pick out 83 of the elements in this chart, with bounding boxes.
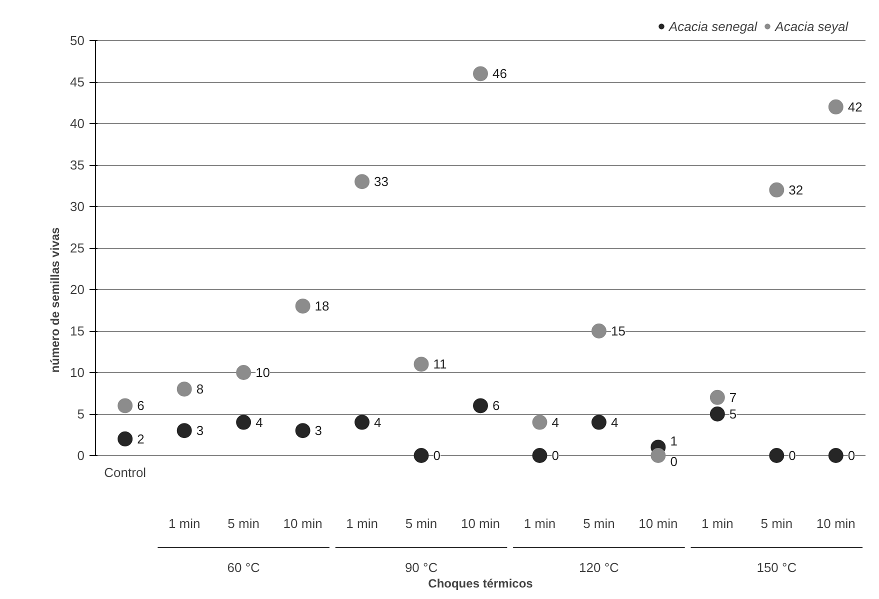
point [532, 414, 548, 430]
x-tick-label: 5 min [760, 516, 793, 531]
data-label: 1 [670, 434, 678, 449]
x-tick-label: 5 min [405, 516, 438, 531]
data-label: 4 [610, 414, 618, 430]
x-tick-label: Control [104, 465, 146, 480]
x-axis-title: Choques térmicos [428, 576, 534, 590]
data-label: 0 [848, 448, 856, 463]
x-tick-label: 10 min [816, 516, 856, 531]
point [650, 448, 666, 463]
point [414, 356, 429, 372]
y-tick-label: 5 [77, 406, 85, 422]
legend-label: Acacia seyal [775, 18, 848, 34]
data-label: 0 [788, 448, 796, 463]
data-label: 32 [788, 182, 804, 198]
text: 60 °C [227, 560, 260, 575]
data-label: 10 [256, 365, 270, 380]
y-tick-label: 50 [70, 33, 85, 48]
data-label: 0 [670, 454, 678, 469]
data-label: 4 [256, 414, 263, 430]
y-tick-label: 30 [70, 199, 85, 214]
data-label: 42 [848, 99, 862, 114]
point [591, 324, 606, 338]
y-tick-label: 40 [70, 116, 85, 131]
x-tick-label: 1 min [524, 516, 556, 531]
text: 150 °C [756, 560, 797, 575]
y-tick-label: 35 [70, 158, 85, 172]
data-label: 0 [552, 448, 559, 463]
y-tick-label: 20 [70, 282, 85, 297]
point [591, 414, 606, 430]
y-tick-label: 10 [70, 365, 85, 380]
point [769, 182, 784, 198]
data-label: 3 [196, 423, 204, 438]
point [354, 414, 370, 430]
y-tick-label: 0 [77, 448, 85, 463]
data-label: 46 [492, 66, 507, 82]
point [118, 398, 133, 414]
point [710, 406, 725, 422]
y-tick-label: 25 [70, 240, 85, 256]
x-tick-label: 5 min [583, 516, 615, 531]
x-tick-label: 5 min [228, 516, 260, 531]
point [354, 174, 370, 190]
point [710, 390, 725, 405]
y-tick-label: 15 [70, 324, 85, 338]
x-tick-label: 10 min [460, 516, 500, 531]
point [176, 382, 192, 397]
legend-label: Acacia senegal [669, 18, 758, 34]
data-label: 4 [374, 414, 382, 430]
data-label: 4 [552, 414, 559, 430]
x-tick-label: 1 min [346, 516, 378, 531]
data-label: 6 [492, 398, 500, 414]
point [236, 365, 252, 380]
point [295, 298, 310, 314]
point [118, 431, 133, 446]
point [473, 398, 488, 414]
x-tick-label: 1 min [168, 516, 200, 531]
point [532, 448, 548, 463]
point [828, 99, 844, 114]
data-label: 0 [433, 448, 441, 463]
data-label: 11 [433, 356, 447, 372]
data-label: 15 [610, 324, 626, 338]
data-label: 8 [196, 382, 204, 397]
point [295, 423, 310, 438]
point [236, 414, 252, 430]
text: 90 °C [404, 560, 438, 575]
x-tick-label: 1 min [702, 516, 734, 531]
x-tick-label: 10 min [283, 516, 322, 531]
point [473, 66, 488, 82]
data-label: 2 [137, 431, 144, 446]
x-tick-label: 10 min [638, 516, 678, 531]
text: 120 °C [579, 560, 619, 575]
data-label: 5 [729, 406, 737, 422]
data-label: 3 [314, 423, 322, 438]
data-label: 33 [374, 174, 389, 190]
point [414, 448, 429, 463]
point [176, 423, 192, 438]
point [828, 448, 844, 463]
data-label: 18 [314, 298, 330, 314]
y-tick-label: 45 [70, 74, 85, 90]
data-label: 6 [137, 398, 144, 414]
y-axis-title: número de semillas vivas [48, 226, 62, 373]
point [769, 448, 784, 463]
data-label: 7 [729, 390, 737, 405]
